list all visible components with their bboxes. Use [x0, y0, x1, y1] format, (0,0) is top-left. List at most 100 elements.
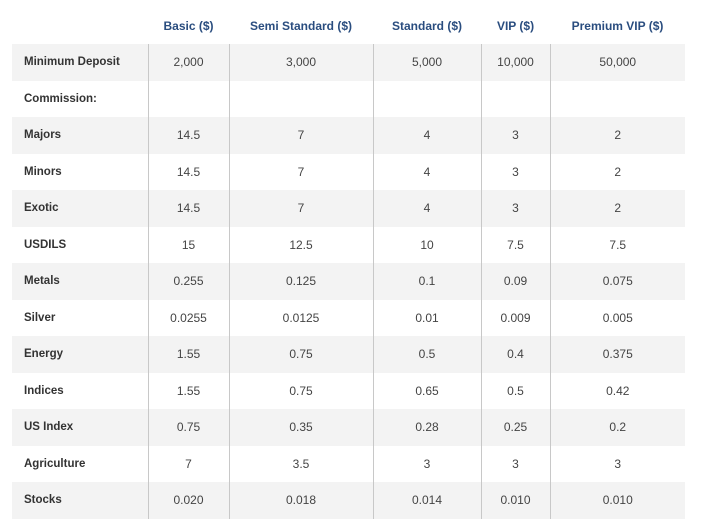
- column-header: VIP ($): [496, 19, 535, 33]
- table-row: Commission:: [12, 80, 685, 117]
- table-cell: 3,000: [228, 44, 373, 81]
- table-cell: 14.5: [147, 153, 229, 190]
- table-cell: 0.375: [549, 336, 685, 373]
- table-cell: 12.5: [228, 226, 373, 263]
- row-label: Silver: [24, 311, 56, 324]
- column-header: Basic ($): [163, 19, 214, 33]
- table-cell: 0.014: [372, 482, 481, 519]
- pricing-table: Basic ($) Semi Standard ($) Standard ($) VI…: [12, 0, 685, 519]
- table-cell: 0.75: [228, 336, 373, 373]
- table-row: Minimum Deposit 2,000 3,000 5,000 10,000 50,0…: [12, 44, 685, 81]
- table-cell: [480, 80, 550, 117]
- table-cell: 1.55: [147, 336, 229, 373]
- table-row: USDILS 15 12.5 10 7.5 7.5: [12, 226, 685, 263]
- corner-cell: [12, 0, 148, 44]
- row-label: Agriculture: [24, 457, 86, 470]
- table-cell: 0.020: [147, 482, 229, 519]
- table-cell: 0.018: [228, 482, 373, 519]
- table-cell: 0.09: [480, 263, 550, 300]
- table-cell: 3: [480, 153, 550, 190]
- table-cell: 7: [147, 445, 229, 482]
- table-cell: 0.28: [372, 409, 481, 446]
- column-header: Standard ($): [391, 19, 462, 33]
- row-label: Metals: [12, 263, 148, 300]
- table-cell: 0.255: [147, 263, 229, 300]
- row-label: Majors: [12, 117, 148, 154]
- table-cell: [228, 80, 373, 117]
- table-cell: 7: [228, 190, 373, 227]
- column-header: Premium VIP ($): [571, 19, 664, 33]
- table-cell: 4: [372, 190, 481, 227]
- table-row: Silver 0.0255 0.0125 0.01 0.009 0.005: [12, 299, 685, 336]
- row-label: Minors: [24, 165, 62, 178]
- table-cell: 5,000: [372, 44, 481, 81]
- table-cell: 4: [372, 117, 481, 154]
- table-cell: 0.25: [480, 409, 550, 446]
- table-row: Agriculture 7 3.5 3 3 3: [12, 445, 685, 482]
- table-cell: 3: [372, 445, 481, 482]
- table-cell: 0.010: [549, 482, 685, 519]
- row-label: Stocks: [12, 482, 148, 519]
- table-cell: 7: [228, 117, 373, 154]
- table-cell: 10,000: [480, 44, 550, 81]
- row-label: Exotic: [12, 190, 148, 227]
- table-cell: 0.2: [549, 409, 685, 446]
- table-cell: 14.5: [147, 190, 229, 227]
- row-label: Commission:: [24, 92, 97, 105]
- table-cell: 3.5: [228, 445, 373, 482]
- table-cell: 7: [228, 153, 373, 190]
- table-cell: 0.35: [228, 409, 373, 446]
- table-cell: 0.005: [549, 299, 685, 336]
- table-cell: 3: [480, 445, 550, 482]
- table-row: Indices 1.55 0.75 0.65 0.5 0.42: [12, 372, 685, 409]
- table-cell: 0.5: [480, 372, 550, 409]
- row-label: Energy: [12, 336, 148, 373]
- table-cell: 0.65: [372, 372, 481, 409]
- table-cell: 7.5: [549, 226, 685, 263]
- table-cell: 2,000: [147, 44, 229, 81]
- column-header: Semi Standard ($): [249, 19, 353, 33]
- table-cell: [372, 80, 481, 117]
- table-cell: 3: [480, 190, 550, 227]
- table-cell: 0.4: [480, 336, 550, 373]
- table-row: US Index 0.75 0.35 0.28 0.25 0.2: [12, 409, 685, 446]
- table-cell: 0.0255: [147, 299, 229, 336]
- table-cell: 4: [372, 153, 481, 190]
- row-label: US Index: [12, 409, 148, 446]
- table-cell: 0.0125: [228, 299, 373, 336]
- table-cell: 2: [549, 153, 685, 190]
- table-cell: 0.125: [228, 263, 373, 300]
- table-row: Minors 14.5 7 4 3 2: [12, 153, 685, 190]
- table-cell: 7.5: [480, 226, 550, 263]
- row-label: Indices: [24, 384, 64, 397]
- table-row: Majors 14.5 7 4 3 2: [12, 117, 685, 154]
- table-cell: 0.42: [549, 372, 685, 409]
- table-row: Metals 0.255 0.125 0.1 0.09 0.075: [12, 263, 685, 300]
- table-cell: 3: [480, 117, 550, 154]
- table-cell: 10: [372, 226, 481, 263]
- table-cell: 2: [549, 117, 685, 154]
- table-cell: 0.5: [372, 336, 481, 373]
- table-cell: 0.75: [147, 409, 229, 446]
- table-cell: 1.55: [147, 372, 229, 409]
- table-cell: 50,000: [549, 44, 685, 81]
- table-row: Energy 1.55 0.75 0.5 0.4 0.375: [12, 336, 685, 373]
- table-row: Exotic 14.5 7 4 3 2: [12, 190, 685, 227]
- table-cell: [147, 80, 229, 117]
- table-cell: 3: [549, 445, 685, 482]
- table-cell: 2: [549, 190, 685, 227]
- table-cell: 0.75: [228, 372, 373, 409]
- table-row: Stocks 0.020 0.018 0.014 0.010 0.010: [12, 482, 685, 519]
- table-cell: 0.075: [549, 263, 685, 300]
- table-cell: 0.009: [480, 299, 550, 336]
- header-row: Basic ($) Semi Standard ($) Standard ($) VI…: [12, 0, 685, 44]
- row-label: USDILS: [24, 238, 67, 251]
- table-cell: 15: [147, 226, 229, 263]
- table-cell: 0.010: [480, 482, 550, 519]
- table-cell: [549, 80, 685, 117]
- table-cell: 0.1: [372, 263, 481, 300]
- table-body: Minimum Deposit 2,000 3,000 5,000 10,000 50,0…: [12, 44, 685, 519]
- row-label: Minimum Deposit: [12, 44, 148, 81]
- table-cell: 0.01: [372, 299, 481, 336]
